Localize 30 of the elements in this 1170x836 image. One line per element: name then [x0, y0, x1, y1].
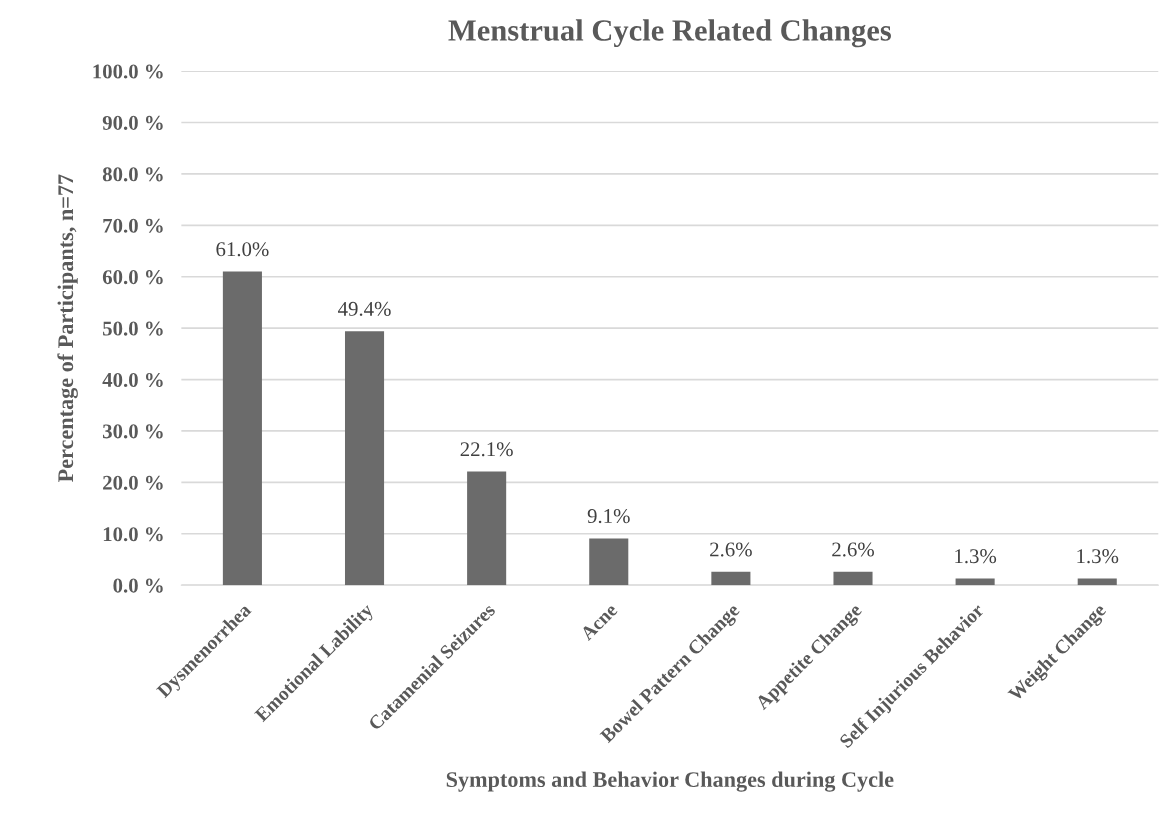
y-tick-label: 30.0 %: [102, 424, 163, 439]
y-tick-label: 0.0 %: [113, 578, 163, 593]
data-label: 2.6%: [832, 542, 874, 557]
data-label: 22.1%: [460, 442, 513, 457]
bar: [467, 471, 507, 586]
y-tick-label: 70.0 %: [103, 218, 163, 233]
bar: [344, 331, 385, 586]
bar: [955, 578, 995, 586]
y-tick-label: 80.0 %: [102, 167, 163, 182]
bar: [589, 538, 629, 586]
chart-title: Menstrual Cycle Related Changes: [448, 19, 891, 48]
y-tick-label: 50.0 %: [103, 321, 163, 336]
y-axis-title: Percentage of Participants, n=77: [57, 174, 78, 482]
y-tick-label: 60.0 %: [102, 270, 163, 285]
bar: [711, 571, 751, 586]
data-label: 61.0%: [216, 242, 269, 257]
y-tick-label: 10.0 %: [103, 527, 163, 542]
data-label: 1.3%: [1077, 549, 1119, 564]
data-label: 9.1%: [587, 509, 630, 524]
bar: [1077, 578, 1117, 586]
data-label: 49.4%: [338, 301, 391, 316]
bar: [222, 271, 262, 586]
y-tick-label: 90.0 %: [102, 115, 163, 130]
y-tick-label: 100.0 %: [93, 64, 163, 79]
bar: [833, 571, 873, 586]
y-tick-label: 40.0 %: [102, 372, 163, 388]
data-label: 1.3%: [955, 549, 997, 564]
y-tick-label: 20.0 %: [103, 475, 163, 490]
data-label: 2.6%: [710, 542, 752, 557]
x-axis-title: Symptoms and Behavior Changes during Cycle: [446, 771, 894, 792]
